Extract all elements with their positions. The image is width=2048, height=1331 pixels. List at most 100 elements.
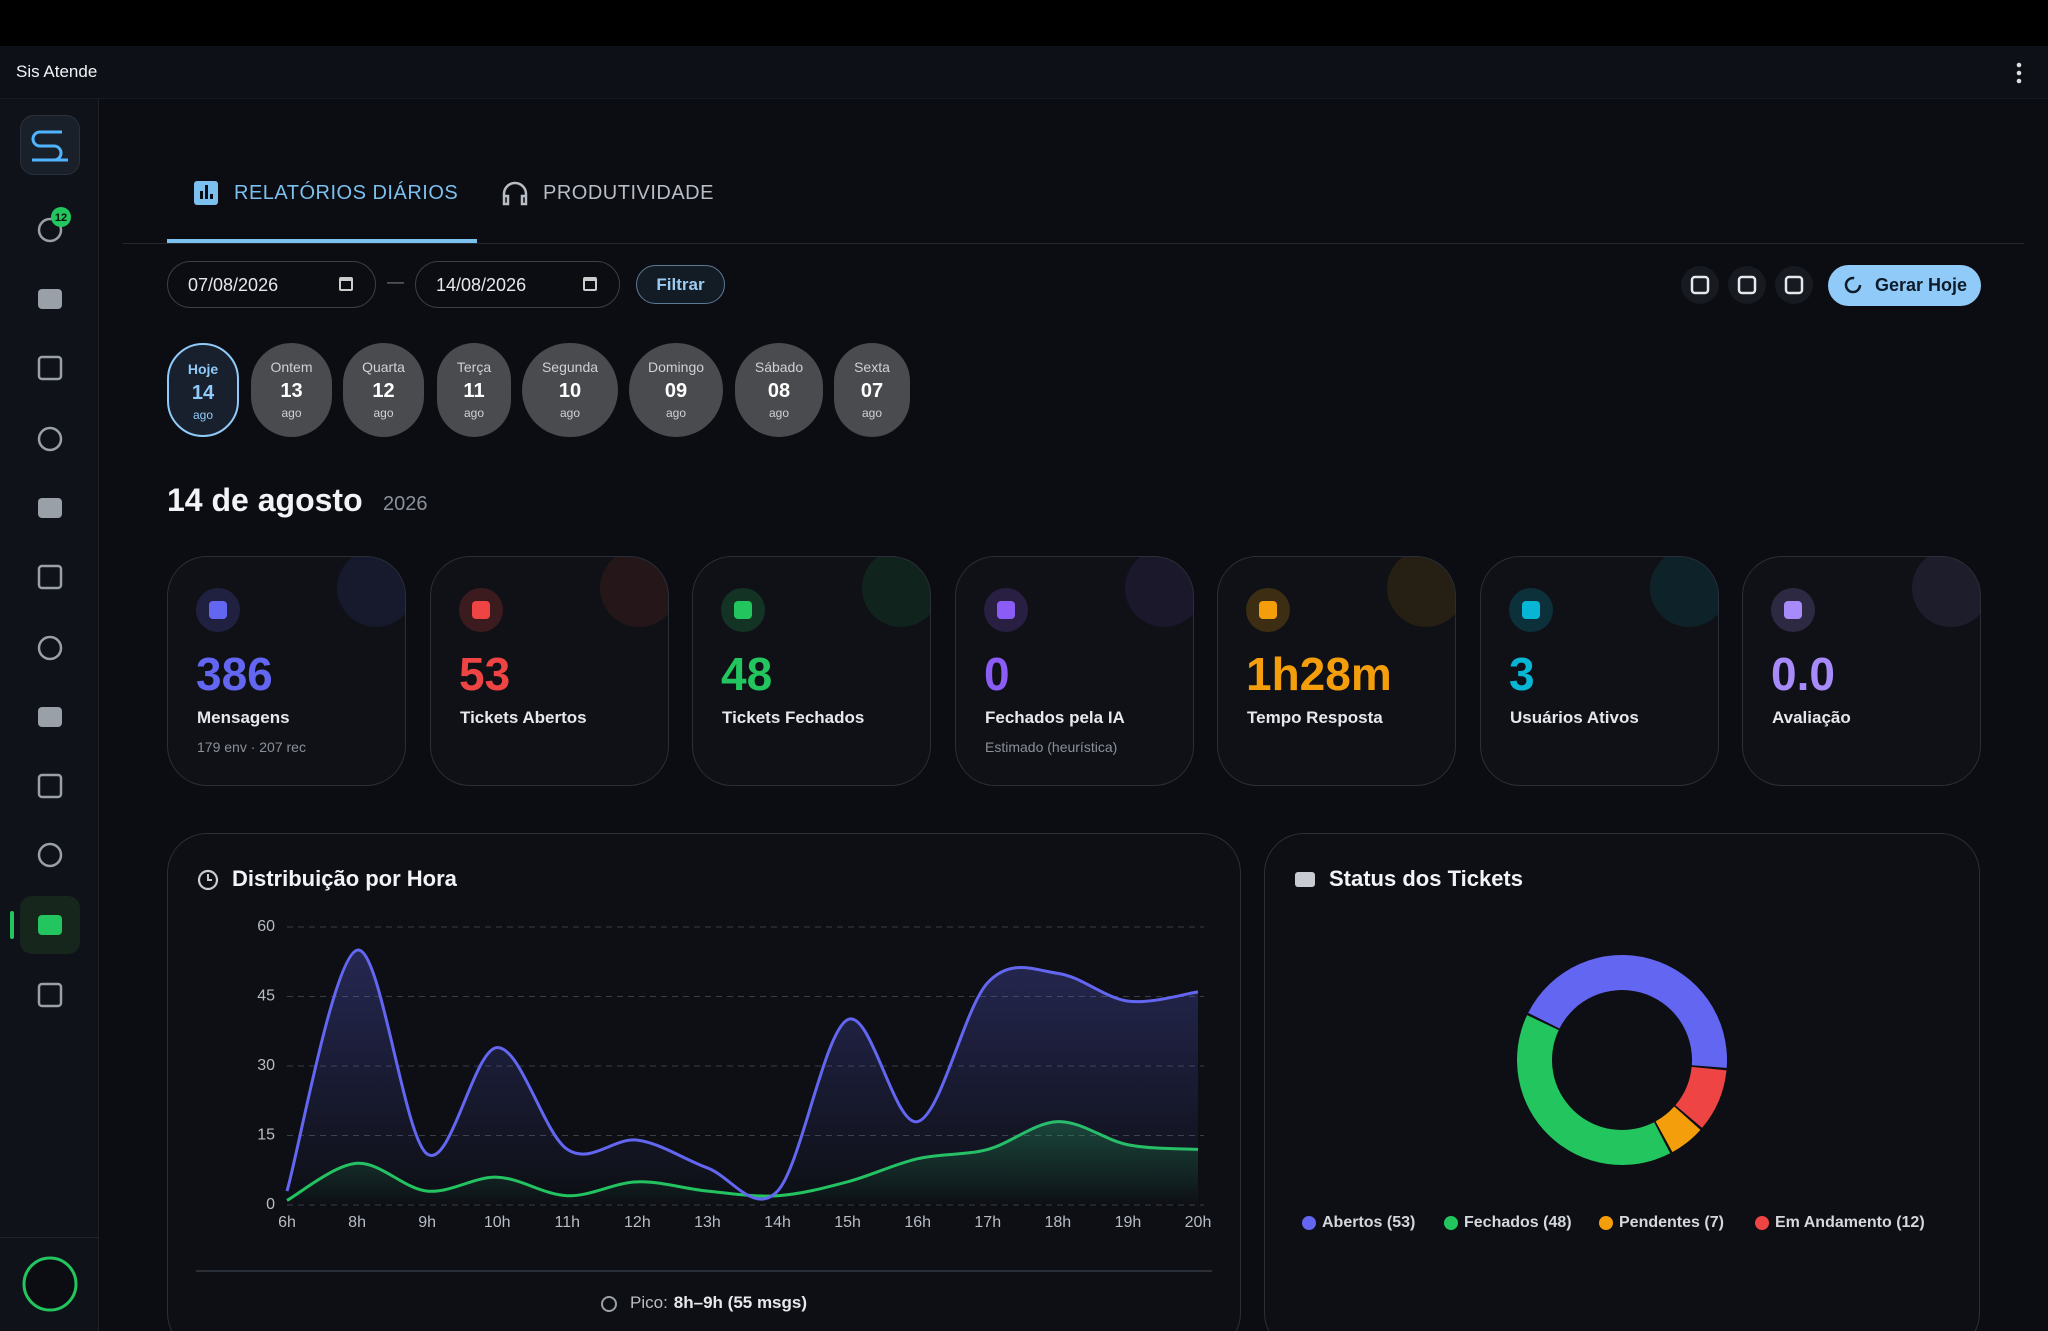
kpi-icon-glyph — [1522, 601, 1540, 619]
toolbar-glyph — [1690, 275, 1710, 295]
toolbar-glyph — [1784, 275, 1804, 295]
x-tick-label: 13h — [694, 1214, 721, 1231]
generate-button[interactable]: Gerar Hoje — [1828, 265, 1981, 306]
nav-icon[interactable] — [38, 289, 62, 309]
kpi-label: Fechados pela IA — [985, 708, 1125, 727]
day-chip[interactable]: Hoje 14 ago — [167, 343, 239, 437]
nav-glyph — [38, 498, 62, 518]
toolbar-glyph — [1737, 275, 1757, 295]
day-month: ago — [768, 406, 790, 420]
day-weekday: Domingo — [647, 359, 705, 375]
donut-segment — [1517, 1015, 1671, 1165]
day-month: ago — [861, 406, 883, 420]
tab[interactable]: PRODUTIVIDADE — [543, 182, 714, 204]
day-month: ago — [463, 406, 485, 420]
nav-glyph — [37, 982, 63, 1008]
tab-indicator — [167, 239, 477, 243]
x-tick-label: 19h — [1115, 1214, 1142, 1231]
kpi-decor — [337, 557, 405, 627]
calendar-icon — [339, 277, 353, 291]
day-chip[interactable]: Sexta 07 ago — [834, 343, 910, 437]
nav-icon[interactable] — [37, 635, 63, 661]
kpi-icon-glyph — [997, 601, 1015, 619]
date-heading: 14 de agosto — [167, 482, 363, 518]
donut-segment — [1655, 1106, 1701, 1153]
day-number: 11 — [463, 380, 485, 402]
day-chip[interactable]: Sábado 08 ago — [735, 343, 823, 437]
kpi-decor — [1387, 557, 1455, 627]
x-tick-label: 8h — [348, 1214, 366, 1231]
day-chip[interactable]: Segunda 10 ago — [522, 343, 618, 437]
footer-value: 8h–9h (55 msgs) — [674, 1293, 807, 1312]
kpi-value: 1h28m — [1246, 648, 1392, 700]
day-month: ago — [559, 406, 581, 420]
nav-glyph — [38, 289, 62, 309]
x-tick-label: 6h — [278, 1214, 296, 1231]
day-month: ago — [281, 406, 302, 420]
toolbar-icon-button[interactable] — [1681, 266, 1719, 304]
nav-icon[interactable] — [37, 982, 63, 1008]
kpi-card: 53 Tickets Abertos — [430, 556, 669, 786]
nav-glyph — [37, 355, 63, 381]
date-value: 14/08/2026 — [436, 275, 527, 295]
chart-title: Status dos Tickets — [1329, 866, 1523, 891]
generate-label: Gerar Hoje — [1875, 275, 1968, 295]
day-chip[interactable]: Ontem 13 ago — [251, 343, 332, 437]
date-input[interactable]: 14/08/2026 — [415, 261, 620, 308]
day-number: 13 — [280, 380, 303, 402]
filter-button[interactable]: Filtrar — [636, 265, 725, 304]
tab[interactable]: RELATÓRIOS DIÁRIOS — [234, 182, 459, 204]
kpi-value: 0.0 — [1771, 648, 1835, 700]
nav-glyph — [37, 564, 63, 590]
logo-glyph — [31, 130, 68, 162]
nav-icon[interactable] — [38, 915, 62, 935]
nav-icon[interactable] — [37, 564, 63, 590]
nav-icon[interactable] — [38, 707, 62, 727]
day-weekday: Sexta — [854, 359, 890, 375]
nav-icon[interactable] — [38, 498, 62, 518]
legend-label: Fechados (48) — [1464, 1214, 1572, 1231]
y-tick-label: 60 — [257, 918, 275, 935]
day-number: 10 — [558, 380, 582, 402]
nav-icon[interactable] — [37, 426, 63, 452]
kpi-value: 53 — [459, 648, 511, 700]
donut-segment — [1675, 1066, 1727, 1128]
day-chip[interactable]: Quarta 12 ago — [343, 343, 424, 437]
legend-label: Pendentes (7) — [1619, 1214, 1724, 1231]
day-chip[interactable]: Domingo 09 ago — [629, 343, 723, 437]
x-tick-label: 17h — [974, 1214, 1001, 1231]
nav-icon[interactable] — [37, 355, 63, 381]
nav-icon[interactable] — [37, 773, 63, 799]
nav-glyph — [37, 426, 63, 452]
kpi-label: Avaliação — [1772, 708, 1851, 727]
legend-swatch — [1599, 1216, 1613, 1230]
date-value: 07/08/2026 — [188, 275, 279, 295]
legend-label: Em Andamento (12) — [1775, 1214, 1925, 1231]
toolbar-icon-button[interactable] — [1775, 266, 1813, 304]
date-input[interactable]: 07/08/2026 — [167, 261, 376, 308]
tab-divider — [123, 243, 2024, 244]
x-tick-label: 11h — [555, 1214, 581, 1231]
toolbar-icon-button[interactable] — [1728, 266, 1766, 304]
kpi-card: 0.0 Avaliação — [1742, 556, 1981, 786]
generate-icon — [1844, 276, 1862, 294]
y-tick-label: 30 — [257, 1057, 275, 1074]
kpi-icon-glyph — [209, 601, 227, 619]
day-number: 07 — [860, 380, 884, 402]
nav-glyph — [38, 915, 62, 935]
nav-icon[interactable] — [37, 842, 63, 868]
kpi-label: Usuários Ativos — [1510, 708, 1639, 727]
kpi-card: 1h28m Tempo Resposta — [1217, 556, 1456, 786]
nav-glyph — [37, 635, 63, 661]
nav-glyph — [37, 773, 63, 799]
menu-button[interactable] — [2014, 60, 2024, 86]
x-tick-label: 12h — [624, 1214, 651, 1231]
day-chip[interactable]: Terça 11 ago — [437, 343, 511, 437]
kpi-sub: Estimado (heurística) — [985, 739, 1118, 755]
nav-icon[interactable] — [37, 217, 63, 243]
y-tick-label: 0 — [266, 1196, 275, 1213]
x-tick-label: 16h — [904, 1214, 931, 1231]
x-tick-label: 15h — [834, 1214, 861, 1231]
